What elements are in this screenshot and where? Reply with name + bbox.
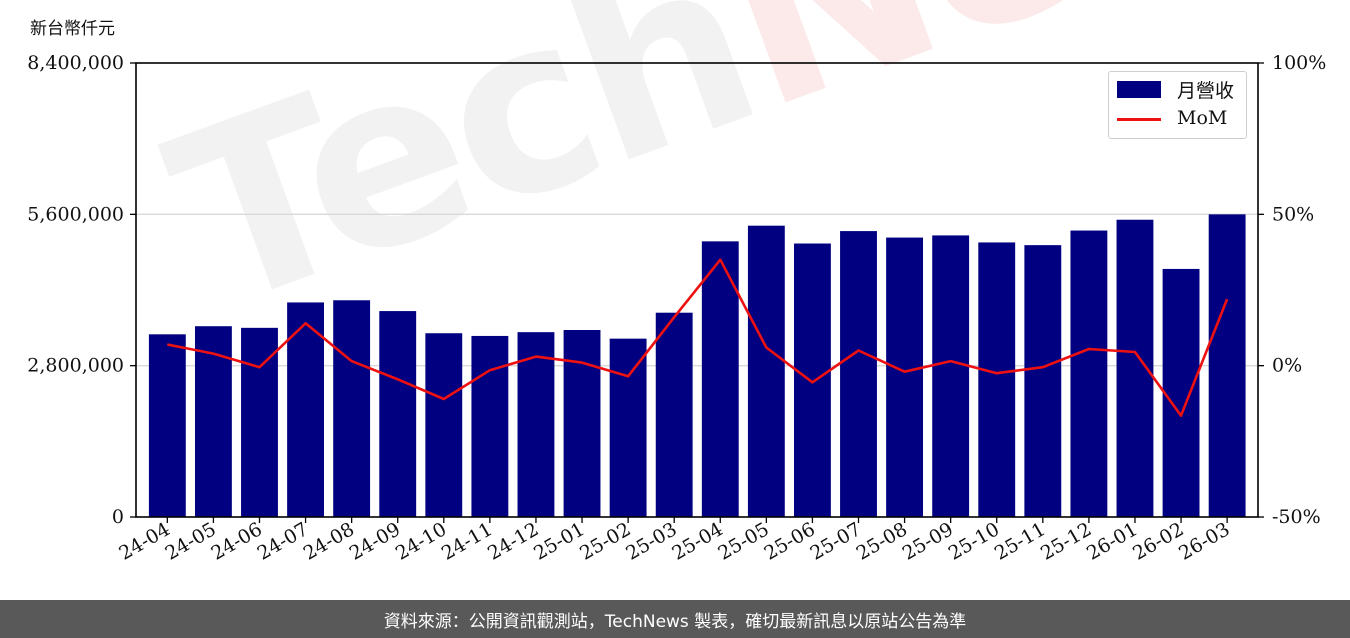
x-tick-label: 25-08	[853, 518, 911, 564]
x-tick-label: 25-11	[991, 518, 1049, 564]
x-tick-label: 24-05	[161, 518, 219, 564]
chart-svg: 0 2,800,000 5,600,000 8,400,000 -50% 0% 50% 100…	[27, 52, 1326, 565]
bar-mark	[1070, 230, 1108, 518]
x-tick-label: 26-01	[1083, 518, 1141, 564]
x-tick-label: 25-03	[622, 518, 680, 564]
legend-bar-swatch	[1117, 80, 1161, 98]
bar-mark	[287, 302, 324, 517]
y-right-tick-label: 100%	[1272, 52, 1326, 74]
x-tick-label: 24-07	[254, 518, 312, 564]
bar-mark	[563, 329, 601, 517]
x-tick-label: 24-10	[392, 518, 450, 564]
x-tick-label: 25-06	[760, 518, 818, 564]
bar-mark	[793, 243, 831, 517]
plot-frame	[135, 62, 1259, 518]
x-tick-label: 24-12	[484, 518, 542, 564]
bar-mark	[379, 311, 417, 517]
bar-mark	[517, 332, 555, 517]
legend-line-swatch	[1117, 117, 1161, 121]
bar-mark	[978, 242, 1016, 517]
y-right-tick-label: 50%	[1272, 203, 1314, 225]
bar-mark	[609, 338, 647, 517]
y-axis-unit-label: 新台幣仟元	[30, 19, 115, 39]
x-tick-label: 25-02	[576, 518, 634, 564]
bar-mark	[241, 327, 278, 517]
bar-mark	[1024, 245, 1062, 517]
x-tick-label: 25-07	[807, 518, 865, 564]
x-tick-label: 25-05	[714, 518, 772, 564]
legend-label-revenue: 月營收	[1177, 80, 1235, 102]
bar-mark	[1208, 214, 1246, 518]
x-tick-label: 25-09	[899, 518, 957, 564]
x-tick-label: 25-01	[530, 518, 588, 564]
y-right-tick-label: -50%	[1272, 506, 1321, 528]
legend-item-revenue	[1117, 77, 1161, 101]
bar-mark	[747, 225, 785, 517]
x-tick-label: 24-11	[438, 518, 496, 564]
x-tick-label: 26-03	[1175, 518, 1233, 564]
y-left-tick-label: 2,800,000	[27, 355, 124, 377]
chart-area: TechNews 02,800,0005,600,0008,400,000-50…	[27, 0, 1350, 565]
x-tick-label: 26-02	[1129, 518, 1187, 564]
y-left-tick-label: 5,600,000	[27, 203, 124, 225]
bar-mark	[333, 300, 371, 517]
bar-mark	[840, 231, 877, 518]
chart-legend: 月營收 MoM	[1108, 71, 1247, 139]
x-tick-label: 25-04	[668, 518, 726, 564]
bar-mark	[886, 237, 924, 518]
x-tick-label: 24-08	[300, 518, 358, 564]
bar-mark	[655, 312, 693, 517]
y-right-tick-label: 0%	[1272, 355, 1302, 377]
y-left-tick-label: 8,400,000	[27, 52, 124, 74]
x-tick-label: 24-06	[208, 518, 266, 564]
footer-source-note: 資料來源：公開資訊觀測站，TechNews 製表，確切最新訊息以原站公告為準	[0, 600, 1350, 638]
y-left-tick-label: 0	[112, 506, 124, 528]
bar-mark	[425, 333, 463, 517]
x-tick-label: 24-04	[115, 518, 173, 564]
legend-label-mom: MoM	[1177, 107, 1228, 129]
x-tick-label: 25-12	[1037, 518, 1095, 564]
mom-line	[167, 258, 1229, 417]
bar-mark	[932, 235, 970, 517]
x-tick-label: 25-10	[945, 518, 1003, 564]
bar-mark	[1162, 268, 1200, 517]
bar-mark	[701, 241, 739, 517]
bar-mark	[148, 334, 186, 517]
legend-item-mom	[1117, 107, 1161, 131]
bar-mark	[471, 335, 509, 517]
x-tick-label: 24-09	[346, 518, 404, 564]
